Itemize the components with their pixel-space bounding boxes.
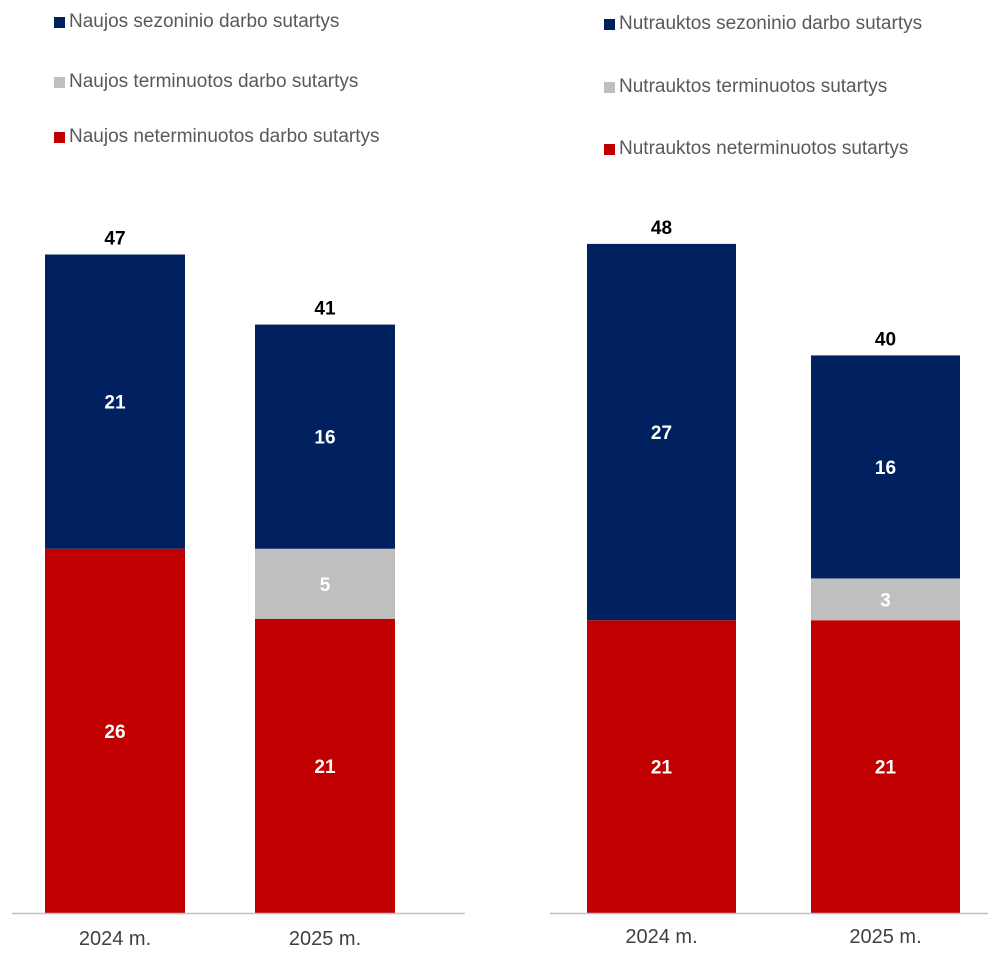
legend-swatch-permanent (604, 143, 615, 155)
total-label-2: 40 (875, 329, 896, 350)
chart-new-contracts: Naujos sezoninio darbo sutartys Naujos t… (0, 0, 470, 955)
bar-permanent-2 (255, 618, 395, 913)
data-label-seasonal-2: 16 (875, 458, 896, 479)
category-label-2: 2025 m. (289, 928, 361, 950)
legend-swatch-fixed-term (604, 81, 615, 93)
legend-label-fixed-term: Naujos terminuotos darbo sutartys (69, 71, 359, 92)
legend-item-permanent: Nutrauktos neterminuotos sutartys (604, 138, 908, 160)
bar-seasonal-2 (811, 355, 960, 579)
legend-item-seasonal: Nutrauktos sezoninio darbo sutartys (604, 13, 922, 35)
bar-seasonal-2 (255, 324, 395, 549)
legend-label-permanent: Nutrauktos neterminuotos sutartys (619, 138, 909, 159)
category-label-1: 2024 m. (79, 928, 151, 950)
chart-terminated-contracts: Nutrauktos sezoninio darbo sutartys Nutr… (540, 0, 989, 955)
data-label-permanent-1: 21 (651, 758, 673, 779)
legend-item-seasonal: Naujos sezoninio darbo sutartys (54, 11, 339, 33)
category-label-2: 2025 m. (849, 926, 921, 948)
legend-swatch-fixed-term (54, 76, 65, 88)
legend-item-fixed-term: Nutrauktos terminuotos sutartys (604, 76, 887, 98)
data-label-permanent-2: 21 (314, 757, 336, 778)
legend-label-fixed-term: Nutrauktos terminuotos sutartys (619, 76, 888, 97)
data-label-seasonal-1: 27 (651, 423, 672, 444)
bar-seasonal-1 (45, 254, 185, 549)
data-label-permanent-2: 21 (875, 758, 897, 779)
data-label-permanent-1: 26 (104, 722, 125, 743)
legend-swatch-permanent (54, 131, 65, 143)
legend-swatch-seasonal (54, 16, 65, 28)
bar-permanent-1 (587, 620, 736, 913)
legend-item-permanent: Naujos neterminuotos darbo sutartys (54, 126, 380, 148)
bar-seasonal-1 (587, 243, 736, 621)
bar-permanent-2 (811, 620, 960, 913)
bar-permanent-1 (45, 548, 185, 913)
data-label-fixed-term-2: 5 (320, 575, 331, 596)
legend-label-permanent: Naujos neterminuotos darbo sutartys (69, 126, 380, 147)
legend-item-fixed-term: Naujos terminuotos darbo sutartys (54, 71, 358, 93)
data-label-fixed-term-2: 3 (880, 590, 891, 611)
legend-label-seasonal: Naujos sezoninio darbo sutartys (69, 11, 340, 32)
legend-label-seasonal: Nutrauktos sezoninio darbo sutartys (619, 13, 923, 34)
total-label-1: 47 (104, 229, 125, 250)
data-label-seasonal-1: 21 (104, 393, 126, 414)
plot-area: 26 21 47 2024 m. 21 5 16 41 2025 m. (12, 229, 465, 950)
legend-swatch-seasonal (604, 18, 615, 30)
category-label-1: 2024 m. (625, 926, 697, 948)
plot-area: 21 27 48 2024 m. 21 3 16 40 2025 m. (550, 218, 988, 948)
total-label-2: 41 (314, 299, 336, 320)
bar-fixed-term-2 (811, 578, 960, 621)
total-label-1: 48 (651, 218, 672, 239)
data-label-seasonal-2: 16 (314, 428, 335, 449)
bar-fixed-term-2 (255, 548, 395, 619)
